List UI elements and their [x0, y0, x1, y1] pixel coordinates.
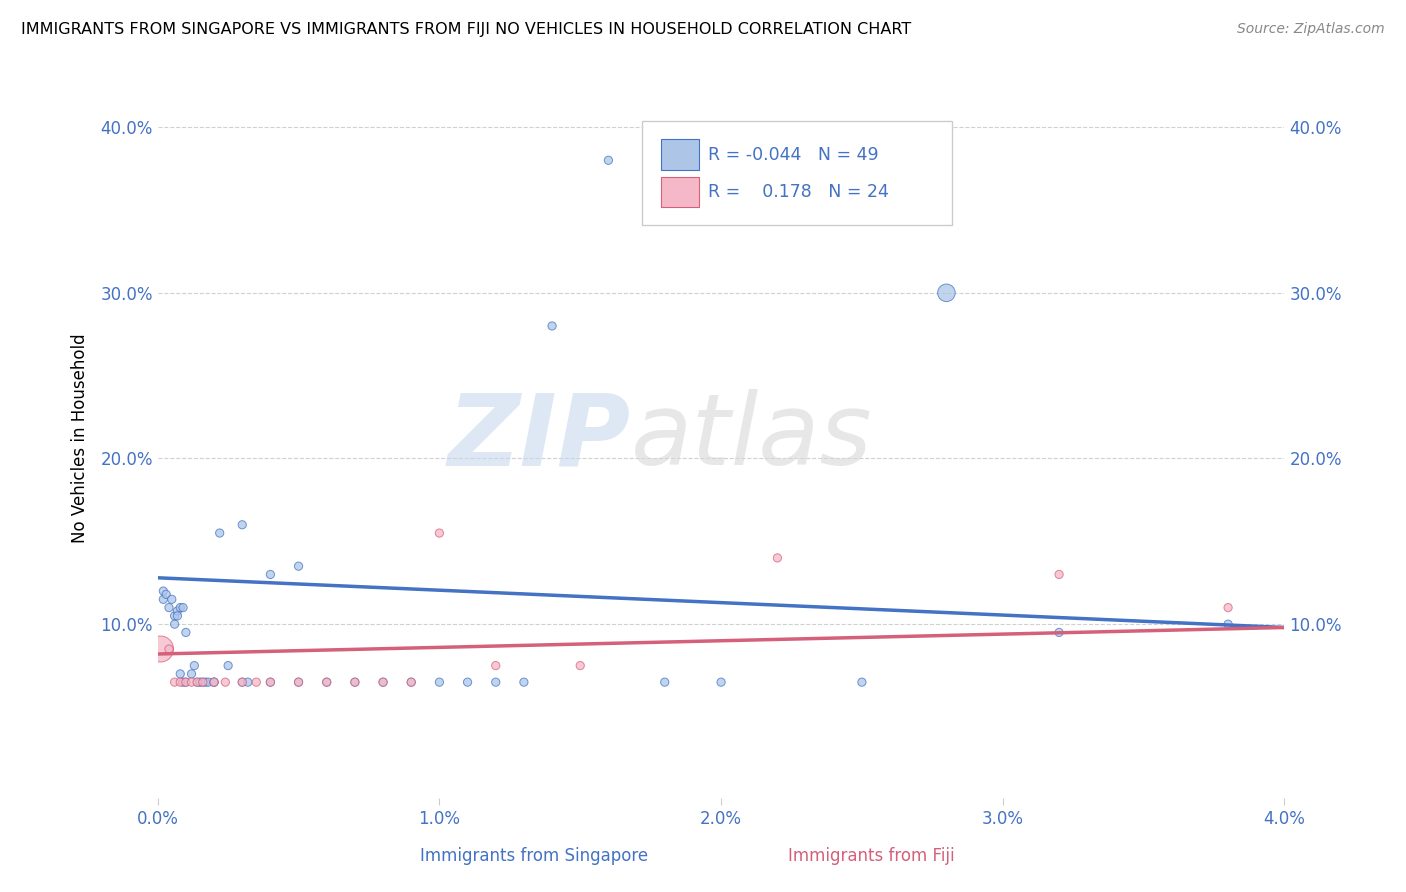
Point	[457, 675, 479, 690]
Point	[343, 675, 366, 690]
Point	[231, 675, 253, 690]
Point	[191, 675, 214, 690]
Bar	[661, 139, 699, 169]
Point	[166, 608, 188, 623]
Text: R =    0.178   N = 24: R = 0.178 N = 24	[707, 183, 889, 201]
Point	[180, 675, 202, 690]
Point	[371, 675, 394, 690]
Point	[157, 642, 180, 657]
Point	[287, 559, 309, 574]
Point	[287, 675, 309, 690]
Point	[163, 617, 186, 632]
Point	[172, 675, 194, 690]
Text: Immigrants from Fiji: Immigrants from Fiji	[789, 847, 955, 865]
Point	[429, 675, 451, 690]
Point	[1216, 600, 1239, 615]
Point	[169, 666, 191, 681]
Y-axis label: No Vehicles in Household: No Vehicles in Household	[72, 333, 89, 542]
Point	[163, 675, 186, 690]
Text: atlas: atlas	[631, 389, 873, 486]
Point	[180, 666, 202, 681]
Point	[152, 584, 174, 599]
FancyBboxPatch shape	[643, 120, 952, 225]
Text: IMMIGRANTS FROM SINGAPORE VS IMMIGRANTS FROM FIJI NO VEHICLES IN HOUSEHOLD CORRE: IMMIGRANTS FROM SINGAPORE VS IMMIGRANTS …	[21, 22, 911, 37]
Point	[598, 153, 620, 168]
Point	[429, 526, 451, 541]
Point	[149, 642, 172, 657]
Point	[485, 658, 508, 673]
Point	[541, 318, 564, 333]
Point	[259, 675, 281, 690]
Point	[169, 600, 191, 615]
Point	[399, 675, 422, 690]
Point	[174, 675, 197, 690]
Point	[513, 675, 536, 690]
Point	[935, 285, 957, 300]
Point	[174, 625, 197, 640]
Point	[217, 658, 239, 673]
Point	[245, 675, 267, 690]
Point	[259, 675, 281, 690]
Point	[287, 675, 309, 690]
Point	[399, 675, 422, 690]
Point	[163, 608, 186, 623]
Point	[236, 675, 259, 690]
Point	[174, 675, 197, 690]
Point	[172, 600, 194, 615]
Point	[315, 675, 337, 690]
Point	[1216, 617, 1239, 632]
Text: ZIP: ZIP	[449, 389, 631, 486]
Point	[155, 587, 177, 601]
Point	[654, 675, 676, 690]
Point	[186, 675, 208, 690]
Text: Source: ZipAtlas.com: Source: ZipAtlas.com	[1237, 22, 1385, 37]
Point	[183, 658, 205, 673]
Point	[259, 567, 281, 582]
Point	[197, 675, 219, 690]
Point	[157, 600, 180, 615]
Point	[710, 675, 733, 690]
Point	[166, 604, 188, 618]
Point	[569, 658, 592, 673]
Text: R = -0.044   N = 49: R = -0.044 N = 49	[707, 145, 879, 163]
Point	[231, 517, 253, 532]
Point	[766, 550, 789, 565]
Point	[315, 675, 337, 690]
Point	[371, 675, 394, 690]
Point	[169, 675, 191, 690]
Point	[188, 675, 211, 690]
Point	[152, 592, 174, 607]
Bar	[661, 177, 699, 207]
Point	[202, 675, 225, 690]
Point	[202, 675, 225, 690]
Point	[160, 592, 183, 607]
Point	[191, 675, 214, 690]
Point	[202, 675, 225, 690]
Point	[208, 526, 231, 541]
Point	[851, 675, 873, 690]
Point	[186, 675, 208, 690]
Point	[214, 675, 236, 690]
Text: Immigrants from Singapore: Immigrants from Singapore	[420, 847, 648, 865]
Point	[343, 675, 366, 690]
Point	[485, 675, 508, 690]
Point	[231, 675, 253, 690]
Point	[1047, 567, 1070, 582]
Point	[194, 675, 217, 690]
Point	[1047, 625, 1070, 640]
